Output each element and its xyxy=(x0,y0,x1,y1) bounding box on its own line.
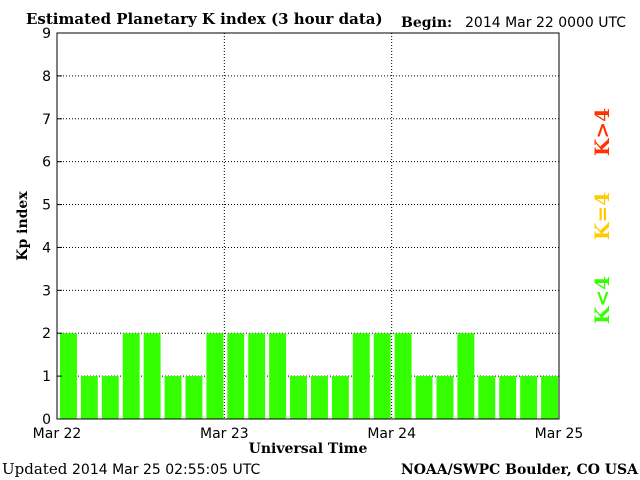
kp-bar xyxy=(311,376,328,419)
x-axis: Mar 22 Mar 23 Mar 24 Mar 25 xyxy=(33,426,584,442)
y-axis: 0 1 2 3 4 5 6 7 8 9 xyxy=(42,26,62,428)
y-tick-label: 0 xyxy=(42,412,51,428)
kp-bar xyxy=(80,376,98,419)
kp-bar xyxy=(520,376,538,419)
kp-bar xyxy=(290,376,307,419)
updated-label: Updated xyxy=(2,460,68,478)
kp-bar xyxy=(373,333,391,419)
kp-bar xyxy=(143,333,161,419)
kp-bar xyxy=(499,376,517,419)
grid-lines xyxy=(57,33,559,419)
y-tick-label: 8 xyxy=(42,69,51,85)
kp-bar xyxy=(164,376,182,419)
kp-bar xyxy=(122,333,140,419)
begin-value: 2014 Mar 22 0000 UTC xyxy=(465,15,626,31)
x-tick-label: Mar 22 xyxy=(33,426,82,442)
plot-frame xyxy=(56,32,560,420)
kp-bar xyxy=(227,333,245,419)
kp-bar xyxy=(394,333,412,419)
y-axis-label: Kp index xyxy=(15,191,31,261)
kp-bar xyxy=(60,333,77,419)
legend-item: K<4 xyxy=(590,276,614,324)
source-credit: NOAA/SWPC Boulder, CO USA xyxy=(401,462,639,478)
kp-bar xyxy=(206,333,224,419)
kp-bar xyxy=(436,376,454,419)
legend-item: K>4 xyxy=(590,108,614,156)
begin-label: Begin: xyxy=(401,15,452,31)
kp-bar xyxy=(541,376,558,419)
y-tick-label: 6 xyxy=(42,155,51,171)
y-tick-label: 9 xyxy=(42,26,51,42)
x-tick-label: Mar 25 xyxy=(535,426,584,442)
y-tick-label: 3 xyxy=(42,283,51,299)
kp-bar xyxy=(415,376,433,419)
y-tick-label: 2 xyxy=(42,326,51,342)
kp-bar xyxy=(269,333,287,419)
legend: K<4 K=4 K>4 xyxy=(590,108,614,324)
legend-item: K=4 xyxy=(590,192,614,240)
y-tick-label: 4 xyxy=(42,240,51,256)
y-tick-label: 7 xyxy=(42,112,51,128)
y-tick-label: 1 xyxy=(42,369,51,385)
x-axis-label: Universal Time xyxy=(249,441,368,457)
kp-bar xyxy=(248,333,266,419)
chart-title: Estimated Planetary K index (3 hour data… xyxy=(26,10,383,28)
kp-bar xyxy=(101,376,119,419)
kp-bar xyxy=(185,376,203,419)
kp-bar xyxy=(478,376,496,419)
bars-group xyxy=(60,333,558,419)
updated-value: 2014 Mar 25 02:55:05 UTC xyxy=(72,462,261,478)
kp-bar xyxy=(457,333,475,419)
kp-bar xyxy=(352,333,370,419)
x-tick-label: Mar 23 xyxy=(200,426,249,442)
kp-bar xyxy=(331,376,349,419)
y-tick-label: 5 xyxy=(42,198,51,214)
x-tick-label: Mar 24 xyxy=(367,426,416,442)
